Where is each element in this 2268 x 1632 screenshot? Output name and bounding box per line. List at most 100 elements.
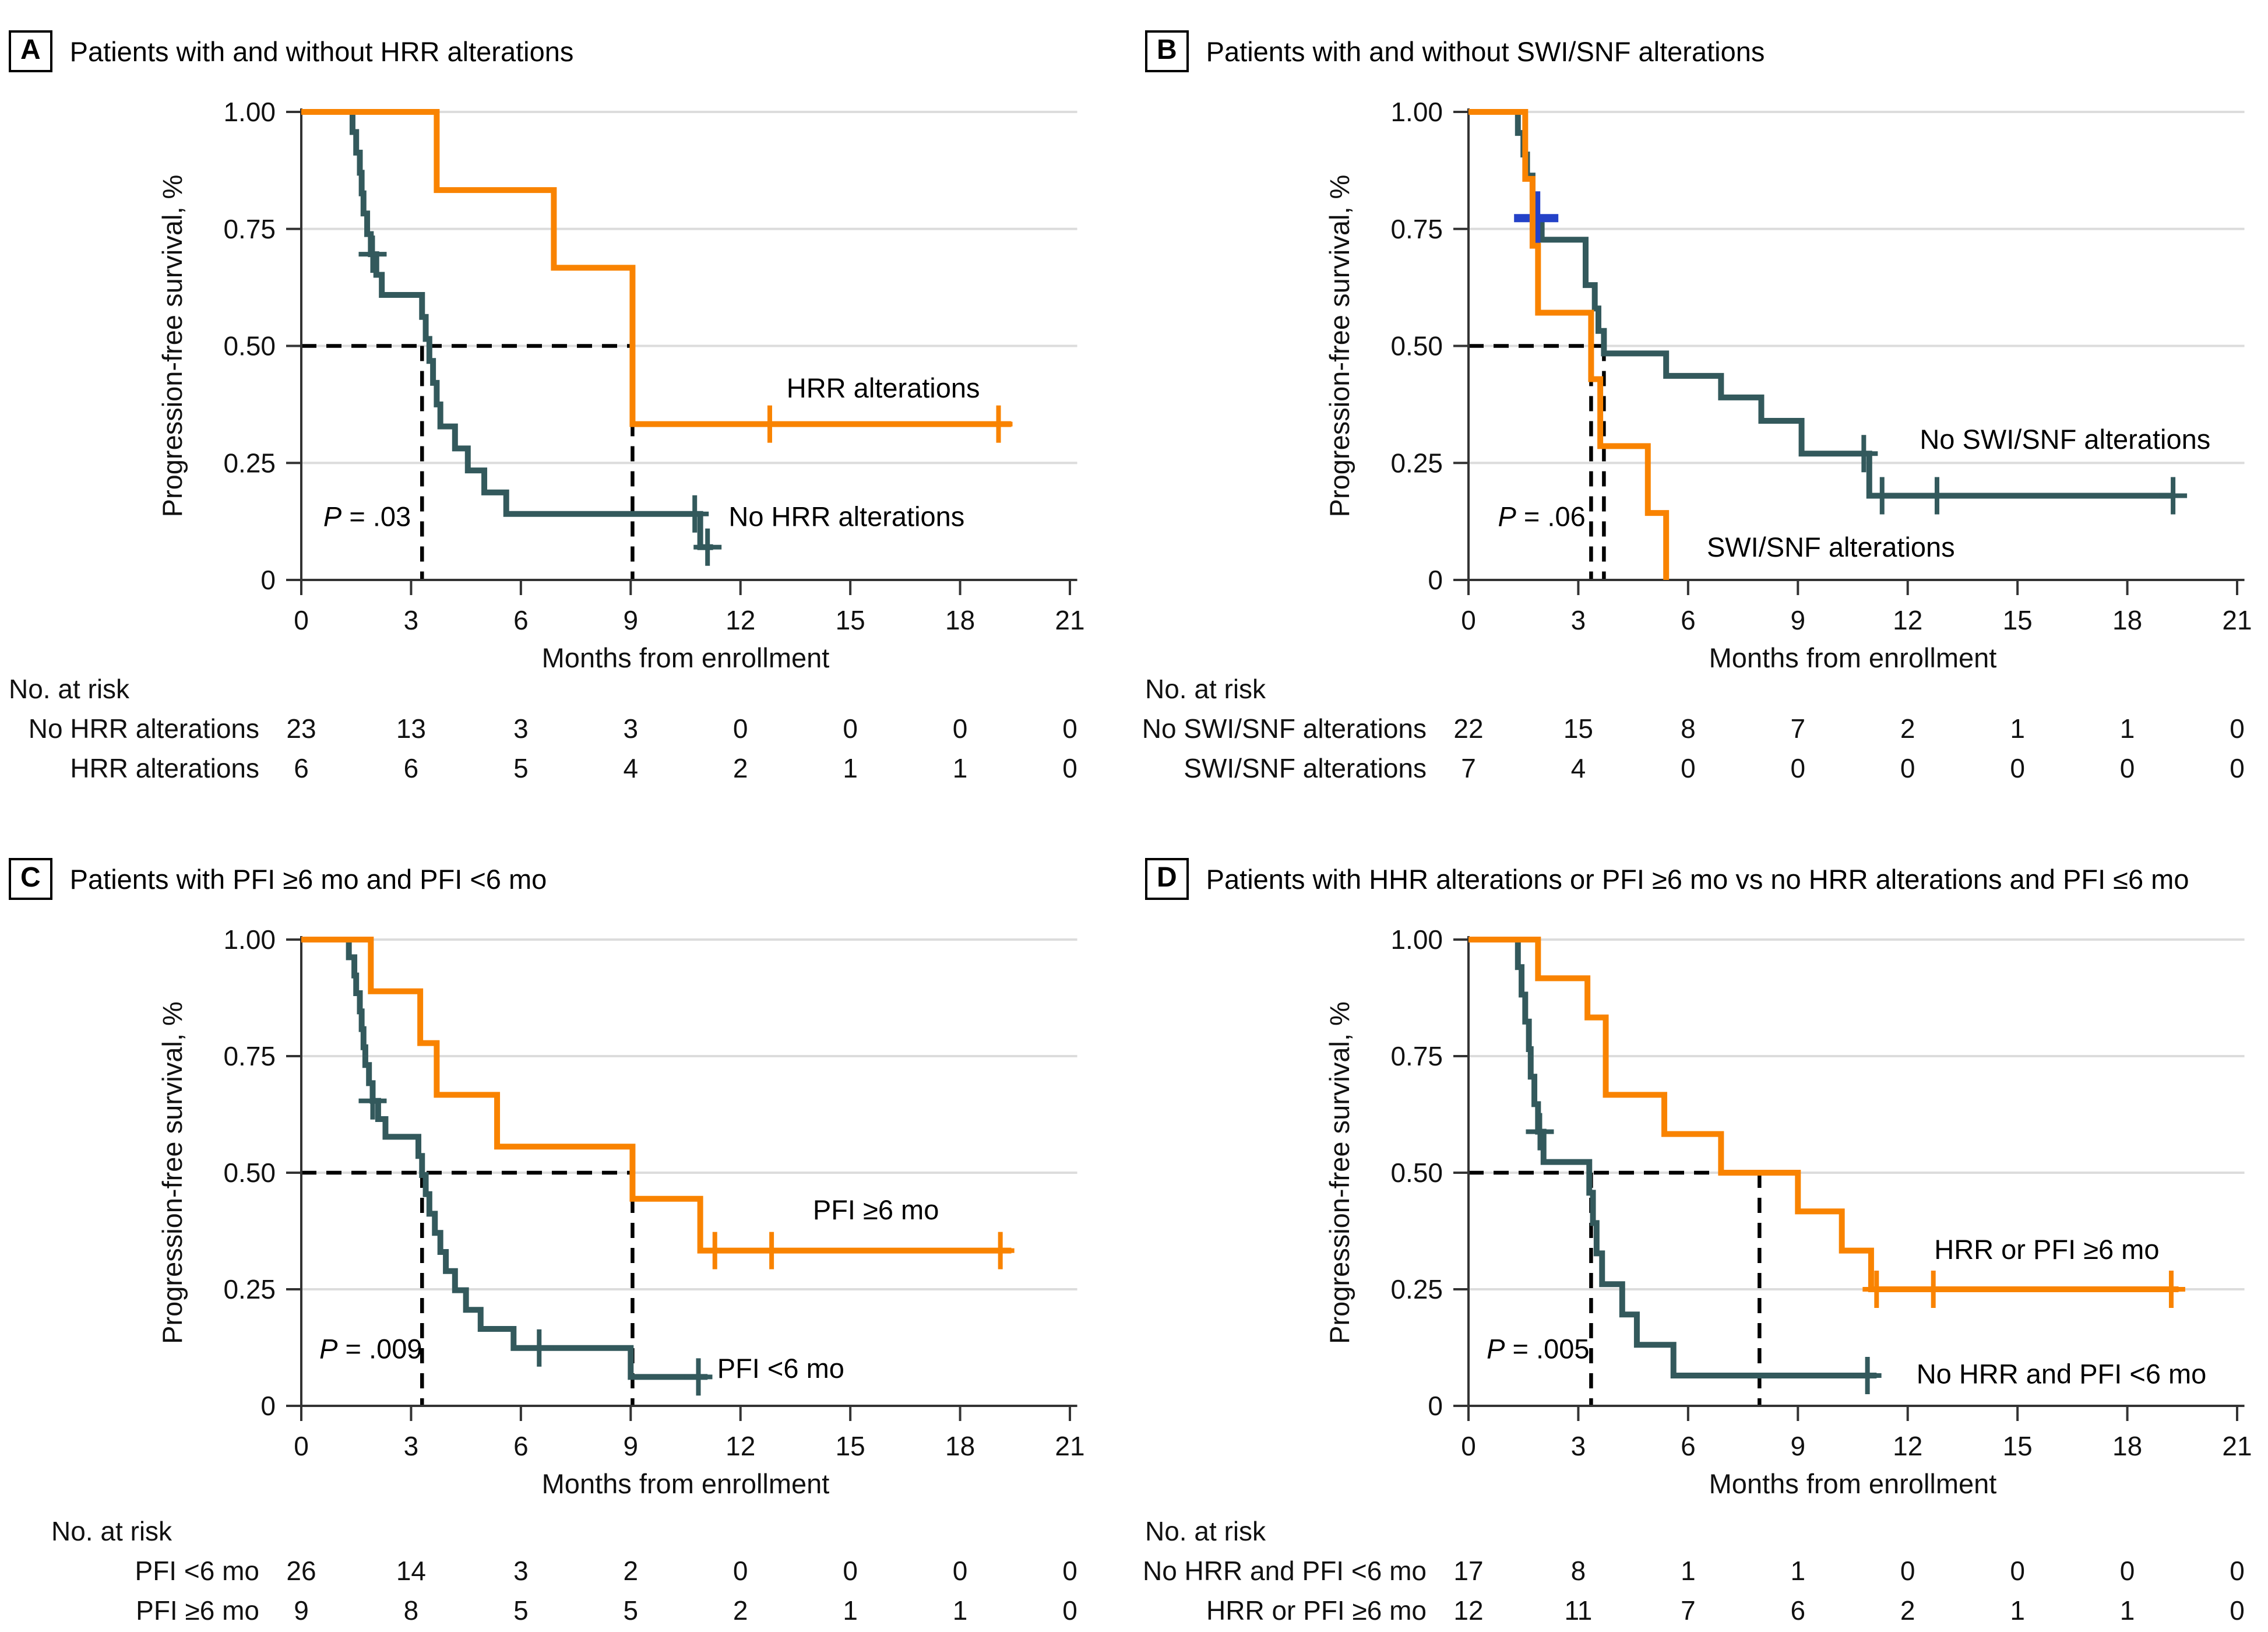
km-curve-teal <box>301 109 713 550</box>
risk-count: 4 <box>1570 753 1586 783</box>
y-tick-label: 0.50 <box>223 331 276 361</box>
p-value-label: P = .009 <box>319 1333 422 1364</box>
x-tick-label: 3 <box>1571 1431 1586 1461</box>
risk-count: 0 <box>2119 1556 2135 1586</box>
x-tick-label: 12 <box>1893 605 1922 635</box>
x-tick-label: 0 <box>294 1431 309 1461</box>
x-tick-label: 18 <box>2112 605 2142 635</box>
y-axis-title: Progression-free survival, % <box>157 1001 188 1344</box>
risk-count: 0 <box>1900 1556 1915 1586</box>
y-tick-label: 0.25 <box>1390 448 1443 478</box>
risk-count: 1 <box>952 753 968 783</box>
risk-count: 5 <box>513 753 529 783</box>
risk-count: 2 <box>732 753 748 783</box>
panel-D-plot: 0 3 6 9 12 15 18 21 1.00 0.75 0.50 0.25 0 Months from… <box>1324 924 2252 1499</box>
risk-row-label: No HRR and PFI <6 mo <box>1142 1556 1427 1586</box>
x-tick-label: 12 <box>1893 1431 1922 1461</box>
risk-count: 1 <box>1681 1556 1696 1586</box>
risk-count: 0 <box>1681 753 1696 783</box>
curve-label: No HRR alterations <box>728 501 964 532</box>
km-curve-teal <box>1468 937 1877 1378</box>
panel-letter: C <box>9 858 52 900</box>
panel-title-text: Patients with and without HRR alteration… <box>69 36 574 67</box>
risk-count: 5 <box>513 1595 529 1626</box>
risk-count: 22 <box>1453 713 1484 744</box>
y-tick-label: 0.75 <box>223 1041 276 1071</box>
curve-label: PFI <6 mo <box>717 1353 844 1384</box>
risk-count: 14 <box>396 1556 426 1586</box>
x-tick-label: 6 <box>513 605 529 635</box>
curve-label: No HRR and PFI <6 mo <box>1917 1359 2207 1390</box>
panel-letter: D <box>1145 858 1189 900</box>
x-tick-label: 12 <box>726 1431 755 1461</box>
panel-B-plot: 0 3 6 9 12 15 18 21 1.00 0.75 0.50 0.25 0 Months from… <box>1324 97 2252 673</box>
risk-count: 0 <box>1062 1595 1077 1626</box>
x-axis-title: Months from enrollment <box>542 1468 830 1499</box>
y-tick-label: 0.25 <box>1390 1274 1443 1304</box>
y-axis-title: Progression-free survival, % <box>157 175 188 518</box>
panel-title-text: Patients with HHR alterations or PFI ≥6 … <box>1206 863 2189 895</box>
risk-count: 2 <box>623 1556 639 1586</box>
risk-table-header: No. at risk <box>1145 674 1266 704</box>
risk-count: 9 <box>294 1595 309 1626</box>
y-axis-title: Progression-free survival, % <box>1324 1001 1355 1344</box>
risk-count: 1 <box>2119 713 2135 744</box>
risk-count: 0 <box>2119 753 2135 783</box>
risk-count: 6 <box>403 753 419 783</box>
risk-count: 12 <box>1453 1595 1484 1626</box>
risk-count: 26 <box>286 1556 316 1586</box>
y-tick-label: 0.50 <box>223 1158 276 1188</box>
risk-count: 15 <box>1563 713 1593 744</box>
risk-count: 0 <box>1062 753 1077 783</box>
x-tick-label: 12 <box>726 605 755 635</box>
x-tick-label: 15 <box>836 1431 865 1461</box>
risk-count: 5 <box>623 1595 639 1626</box>
x-tick-label: 3 <box>1571 605 1586 635</box>
km-curve-orange <box>301 109 1012 427</box>
risk-count: 6 <box>1790 1595 1806 1626</box>
risk-count: 7 <box>1681 1595 1696 1626</box>
y-tick-label: 0.25 <box>223 448 276 478</box>
risk-count: 8 <box>1570 1556 1586 1586</box>
y-tick-label: 1.00 <box>223 97 276 127</box>
x-tick-label: 21 <box>2222 605 2252 635</box>
risk-count: 7 <box>1790 713 1806 744</box>
risk-count: 0 <box>843 1556 858 1586</box>
panel-C-plot: 0 3 6 9 12 15 18 21 1.00 0.75 0.50 0.25 0 Months from… <box>157 924 1085 1499</box>
risk-count: 1 <box>843 753 858 783</box>
x-tick-label: 15 <box>2003 1431 2033 1461</box>
risk-row-label: SWI/SNF alterations <box>1184 753 1427 783</box>
risk-row-label: HRR or PFI ≥6 mo <box>1206 1595 1427 1626</box>
curve-label: SWI/SNF alterations <box>1707 532 1955 562</box>
x-tick-label: 0 <box>1461 1431 1476 1461</box>
panel-A-plot: 0 3 6 9 12 15 18 21 1.00 0.75 0.50 0.25 0 Months from… <box>157 97 1085 673</box>
risk-count: 3 <box>513 1556 529 1586</box>
risk-count: 2 <box>1900 713 1915 744</box>
panel-title-text: Patients with and without SWI/SNF altera… <box>1206 36 1765 67</box>
risk-count: 0 <box>2230 753 2245 783</box>
risk-count: 0 <box>2010 753 2025 783</box>
risk-count: 0 <box>2230 1556 2245 1586</box>
curve-label: HRR or PFI ≥6 mo <box>1934 1234 2159 1265</box>
x-tick-label: 9 <box>1790 1431 1805 1461</box>
x-tick-label: 0 <box>294 605 309 635</box>
risk-count: 1 <box>843 1595 858 1626</box>
y-tick-label: 0 <box>260 1391 276 1421</box>
y-tick-label: 0 <box>1428 565 1443 595</box>
x-axis-title: Months from enrollment <box>542 642 830 673</box>
risk-count: 0 <box>2010 1556 2025 1586</box>
risk-row-label: PFI <6 mo <box>135 1556 259 1586</box>
risk-count: 11 <box>1564 1595 1593 1626</box>
risk-count: 7 <box>1461 753 1476 783</box>
risk-count: 1 <box>2010 1595 2025 1626</box>
x-tick-label: 9 <box>623 1431 638 1461</box>
risk-count: 1 <box>2119 1595 2135 1626</box>
y-tick-label: 1.00 <box>1390 97 1443 127</box>
km-curve-orange <box>1468 109 1670 580</box>
km-curve-teal <box>301 937 708 1380</box>
panel-title-text: Patients with PFI ≥6 mo and PFI <6 mo <box>69 863 547 895</box>
x-tick-label: 21 <box>2222 1431 2252 1461</box>
y-tick-label: 0 <box>1428 1391 1443 1421</box>
y-tick-label: 0.75 <box>1390 1041 1443 1071</box>
